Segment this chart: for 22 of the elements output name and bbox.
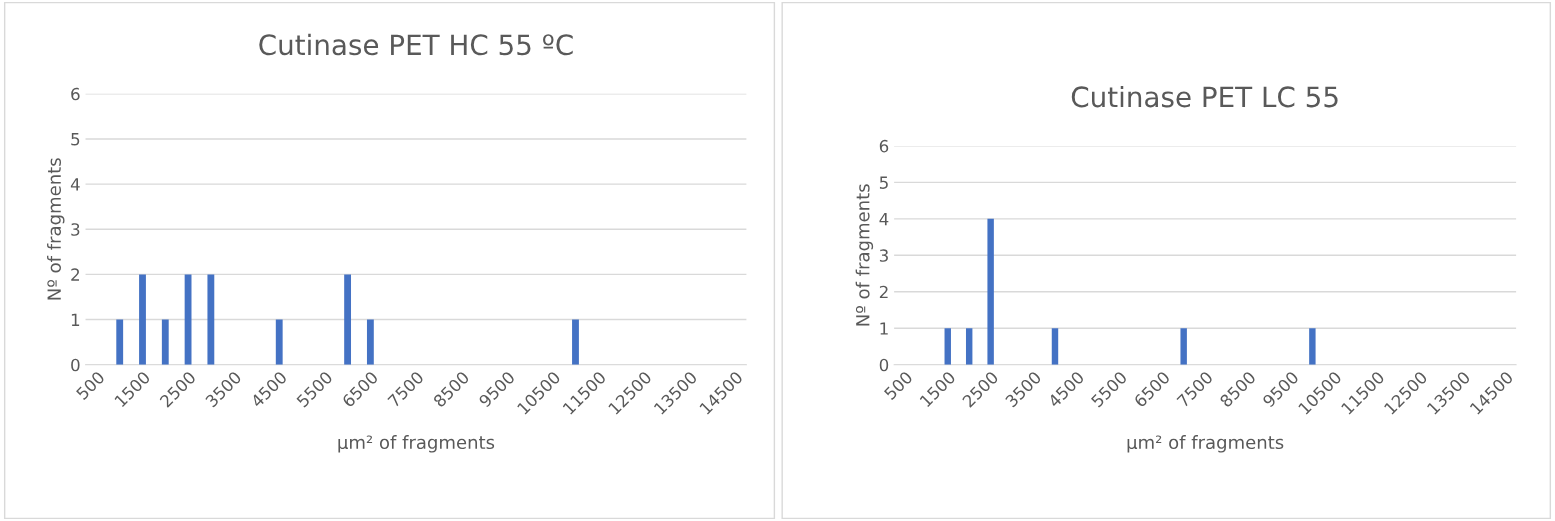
y-tick-label: 1 (71, 313, 80, 326)
y-tick-label: 3 (879, 249, 888, 262)
y-tick-label: 4 (70, 178, 80, 191)
y-tick-label: 5 (879, 176, 888, 189)
y-tick-label: 0 (879, 358, 889, 372)
y-tick-label: 2 (879, 285, 888, 299)
chart-title: Cutinase PET LC 55 (1071, 85, 1338, 108)
x-axis-title: μm² of fragments (338, 435, 495, 453)
y-tick-label: 2 (71, 268, 79, 281)
chart-title: Cutinase PET HC 55 ºC (259, 33, 573, 56)
y-tick-label: 5 (71, 133, 80, 146)
x-axis-title: μm² of fragments (1127, 435, 1284, 453)
y-tick-label: 1 (880, 322, 888, 335)
x-tick-label: 500 (883, 370, 914, 401)
y-tick-label: 6 (879, 139, 889, 153)
y-tick-label: 6 (71, 87, 80, 101)
x-tick-label: 500 (75, 370, 106, 401)
y-tick-label: 4 (879, 213, 889, 226)
y-axis-title: Nº of fragments (47, 158, 65, 300)
y-axis-title: Nº of fragments (855, 184, 874, 326)
y-tick-label: 3 (71, 223, 80, 236)
y-tick-label: 0 (71, 358, 80, 372)
